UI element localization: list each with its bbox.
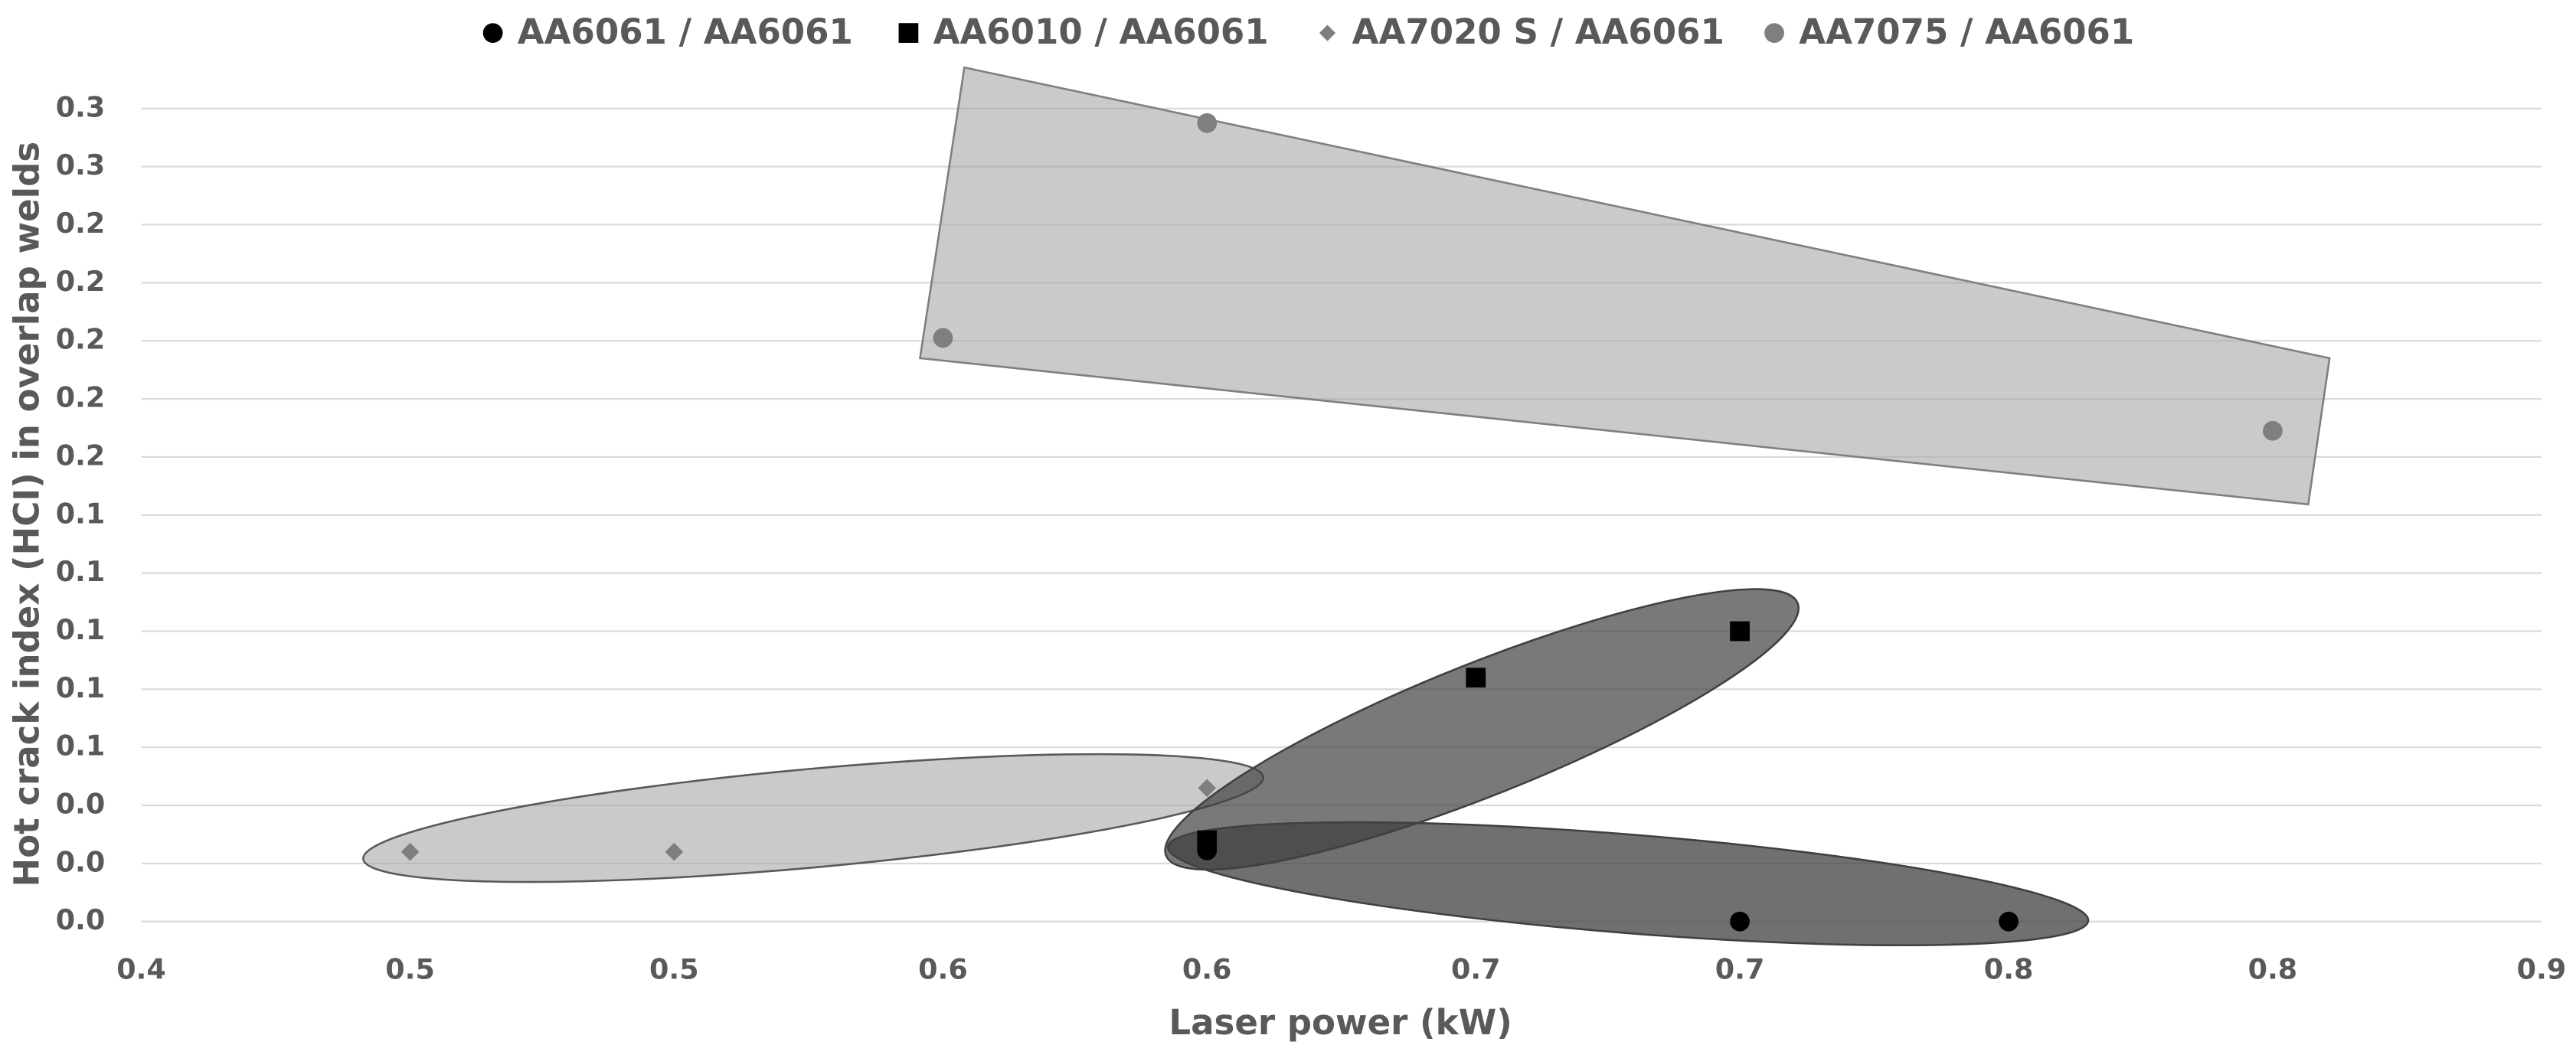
data-point — [1730, 911, 1750, 932]
x-tick-label: 0.6 — [1182, 953, 1232, 986]
legend-marker — [898, 23, 919, 43]
x-tick-label: 0.7 — [1451, 953, 1501, 986]
y-axis-label: Hot crack index (HCI) in overlap welds — [7, 142, 47, 887]
legend-marker — [1764, 23, 1784, 43]
y-tick-label: 0.1 — [56, 671, 106, 704]
legend-label: AA6061 / AA6061 — [518, 11, 853, 52]
group-ellipse — [1164, 588, 1800, 871]
y-tick-label: 0.2 — [56, 323, 106, 356]
x-tick-label: 0.5 — [385, 953, 435, 986]
data-point — [400, 842, 420, 861]
y-tick-label: 0.1 — [56, 555, 106, 588]
y-tick-label: 0.1 — [56, 613, 106, 646]
y-tick-label: 0.0 — [56, 788, 106, 821]
y-tick-label: 0.2 — [56, 265, 106, 298]
data-point — [1730, 621, 1750, 642]
x-tick-label: 0.5 — [649, 953, 699, 986]
legend-label: AA7075 / AA6061 — [1799, 11, 2134, 52]
y-tick-label: 0.2 — [56, 207, 106, 240]
group-ellipse — [362, 753, 1264, 883]
legend-label: AA7020 S / AA6061 — [1352, 11, 1724, 52]
y-tick-label: 0.1 — [56, 730, 106, 762]
data-point — [933, 328, 953, 348]
annotation-shapes — [362, 66, 2331, 947]
x-tick-label: 0.8 — [2248, 953, 2298, 986]
y-tick-label: 0.2 — [56, 381, 106, 414]
y-tick-label: 0.1 — [56, 497, 106, 530]
y-tick-label: 0.0 — [56, 903, 106, 936]
data-point — [1999, 911, 2019, 932]
x-tick-label: 0.7 — [1715, 953, 1765, 986]
data-point — [1466, 668, 1486, 688]
y-tick-label: 0.3 — [56, 149, 106, 181]
data-point — [1198, 779, 1216, 798]
legend-label: AA6010 / AA6061 — [933, 11, 1269, 52]
y-tick-label: 0.0 — [56, 845, 106, 878]
group-outline — [918, 66, 2331, 506]
y-tick-label: 0.2 — [56, 439, 106, 472]
x-tick-label: 0.8 — [1984, 953, 2034, 986]
data-point — [1197, 830, 1218, 851]
data-point — [2263, 420, 2283, 441]
x-tick-label: 0.6 — [918, 953, 968, 986]
legend-marker — [1319, 24, 1336, 41]
legend-marker — [482, 23, 503, 43]
y-tick-label: 0.3 — [56, 90, 106, 123]
x-tick-label: 0.9 — [2517, 953, 2567, 986]
x-axis-label: Laser power (kW) — [1169, 1002, 1512, 1043]
x-tick-label: 0.4 — [116, 953, 166, 986]
data-point — [1197, 113, 1218, 133]
